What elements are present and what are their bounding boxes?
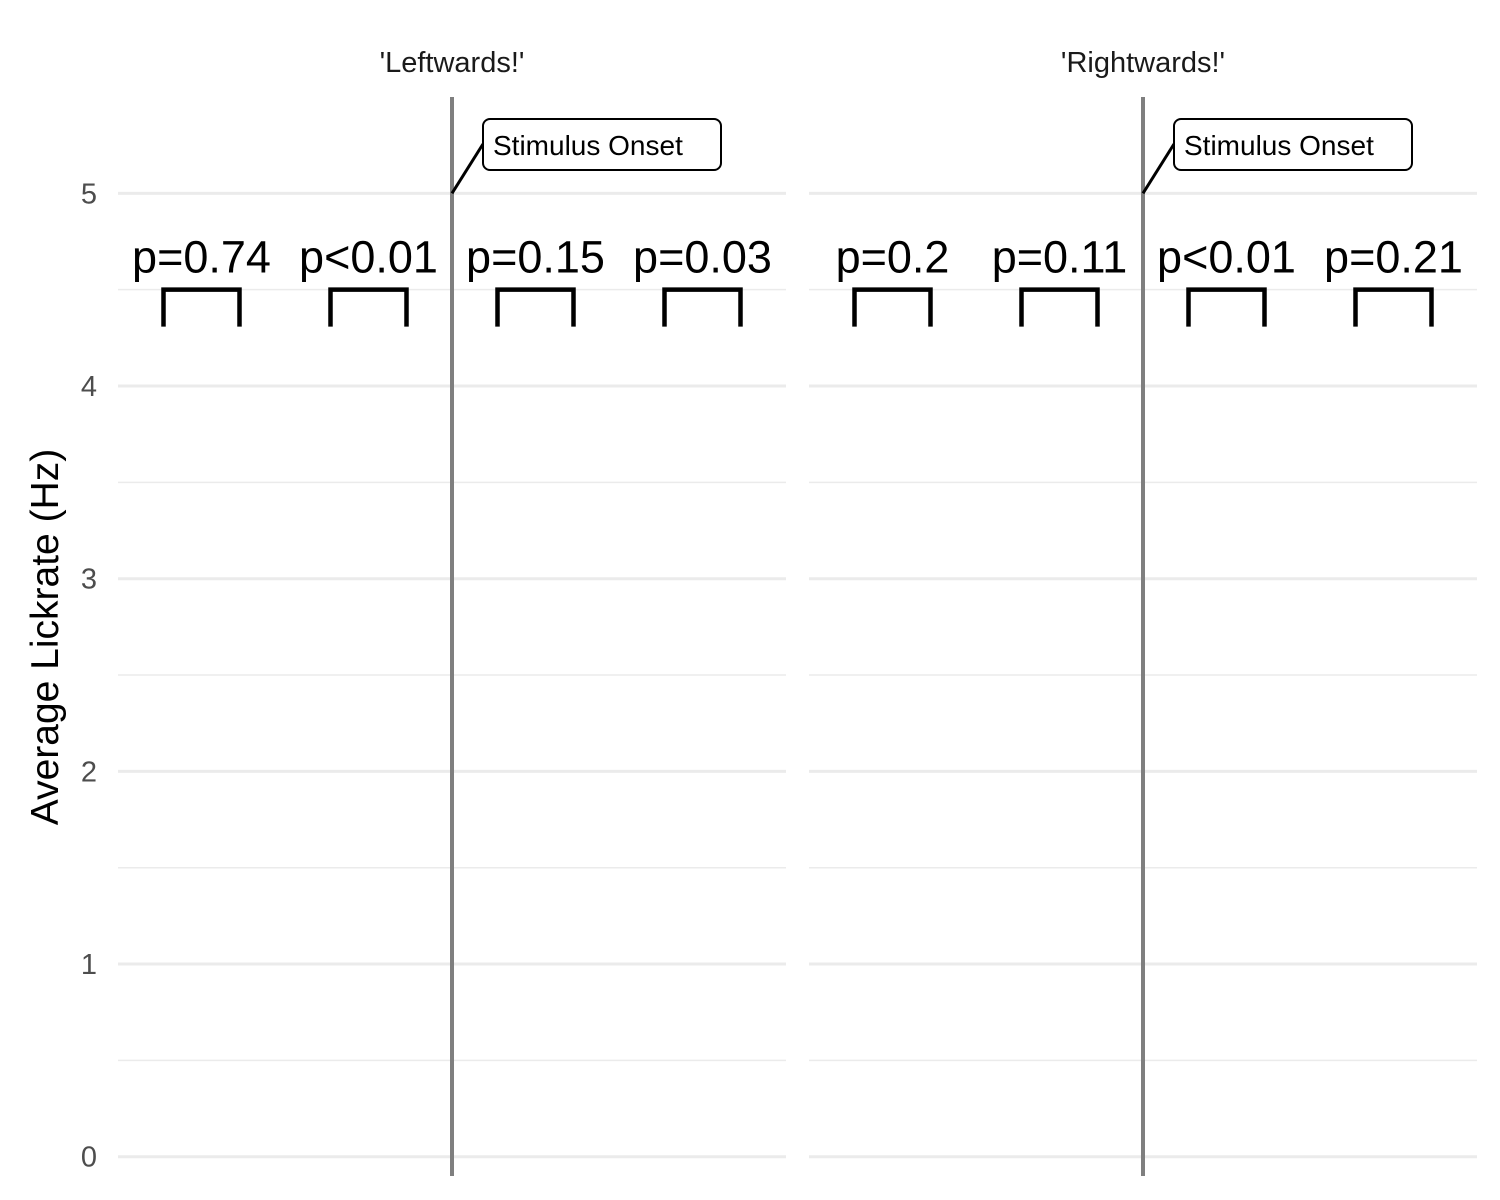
y-tick-label: 3 (81, 564, 97, 596)
y-tick-label: 2 (81, 756, 97, 788)
callout-leader-line (1141, 143, 1176, 195)
comparison-bracket (495, 287, 576, 327)
p-value-label: p=0.21 (1324, 232, 1463, 283)
p-value-label: p=0.11 (992, 232, 1128, 283)
p-value-label: p=0.03 (633, 232, 772, 283)
comparison-bracket (1353, 287, 1434, 327)
comparison-bracket (852, 287, 933, 327)
y-tick-label: 4 (81, 371, 97, 403)
comparison-bracket (161, 287, 242, 327)
facet-title: 'Leftwards!' (380, 47, 525, 79)
facet-title: 'Rightwards!' (1061, 47, 1225, 79)
y-tick-label: 5 (81, 178, 97, 210)
p-value-label: p=0.15 (466, 232, 605, 283)
stimulus-onset-callout (1173, 118, 1413, 171)
stimulus-onset-callout-label: Stimulus Onset (493, 130, 683, 161)
comparison-bracket (328, 287, 409, 327)
comparison-bracket (662, 287, 743, 327)
p-value-label: p=0.74 (132, 232, 271, 283)
stimulus-onset-callout-label: Stimulus Onset (1184, 130, 1374, 161)
p-value-label: p<0.01 (1157, 232, 1296, 283)
p-value-label: p<0.01 (299, 232, 438, 283)
y-tick-label: 0 (81, 1142, 97, 1174)
comparison-bracket (1186, 287, 1267, 327)
y-axis-label: Average Lickrate (Hz) (24, 449, 67, 825)
comparison-bracket (1019, 287, 1100, 327)
stimulus-onset-callout (482, 118, 722, 171)
p-value-label: p=0.2 (836, 232, 950, 283)
y-tick-label: 1 (81, 949, 97, 981)
callout-leader-line (450, 143, 485, 195)
